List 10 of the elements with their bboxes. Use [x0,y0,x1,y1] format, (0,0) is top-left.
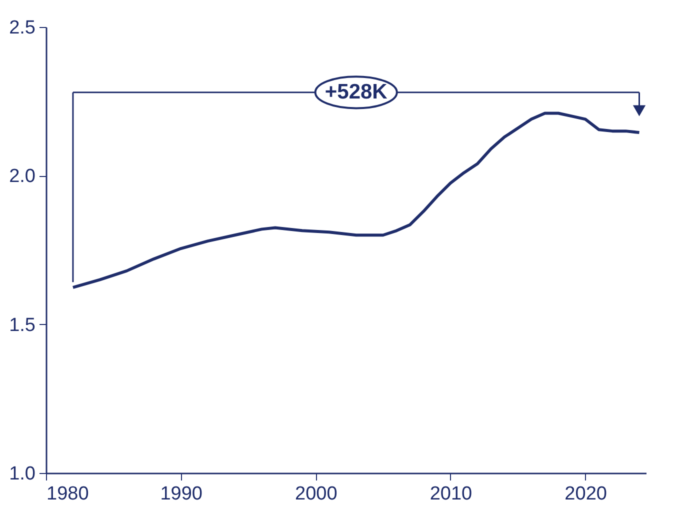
x-tick-label: 2020 [564,484,607,504]
ref-line-label: +528K [324,80,388,104]
x-tick-label: 2000 [295,484,338,504]
x-tick-label: 2010 [430,484,472,504]
x-tick-label: 1990 [160,484,202,504]
y-tick-label: 1.0 [9,464,36,484]
y-tick-label: 2.5 [9,18,36,38]
y-tick-label: 1.5 [9,314,36,336]
x-tick-label: 1980 [46,484,89,504]
y-tick-label: 2.0 [9,166,36,188]
